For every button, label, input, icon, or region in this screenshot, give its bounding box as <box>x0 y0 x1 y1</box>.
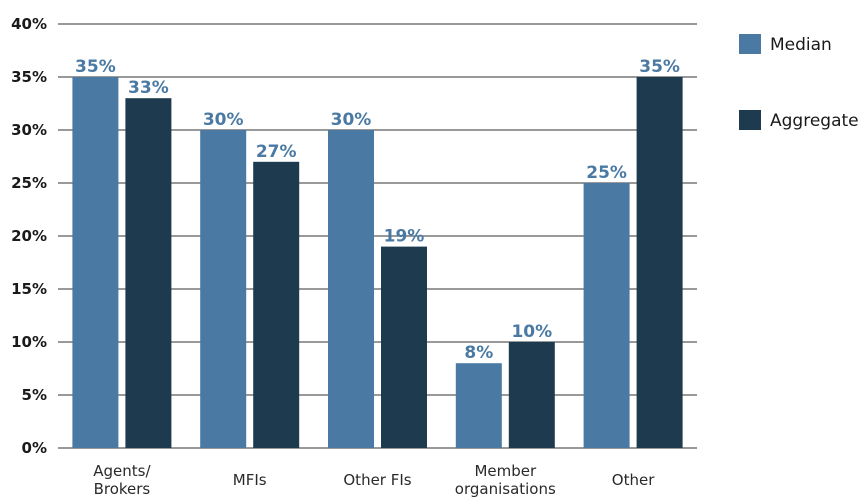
data-label-median-4: 25% <box>586 163 627 183</box>
bar-aggregate-4 <box>636 77 683 448</box>
data-label-median-0: 35% <box>75 57 116 77</box>
data-label-aggregate-0: 33% <box>128 78 169 98</box>
data-labels: 35% 33% 30% 27% 30% 19% 8% 10% 25% 35% <box>75 57 680 363</box>
x-tick-label: Other FIs <box>343 471 411 489</box>
y-tick-label: 20% <box>11 227 47 245</box>
legend-swatch-median <box>739 34 761 54</box>
bars <box>72 77 683 449</box>
data-label-median-1: 30% <box>203 110 244 130</box>
data-label-aggregate-3: 10% <box>511 322 552 342</box>
y-tick-label: 0% <box>22 439 47 457</box>
bar-median-1 <box>200 130 247 448</box>
legend-label-median: Median <box>770 35 832 55</box>
y-axis: 0% 5% 10% 15% 20% 25% 30% 35% 40% <box>11 15 47 457</box>
data-label-aggregate-4: 35% <box>639 57 680 77</box>
y-tick-label: 15% <box>11 280 47 298</box>
bar-median-0 <box>72 77 119 448</box>
legend-label-aggregate: Aggregate <box>770 111 859 131</box>
y-tick-label: 30% <box>11 121 47 139</box>
bar-aggregate-0 <box>125 98 172 448</box>
y-tick-label: 5% <box>22 386 47 404</box>
x-tick-label: Agents/Brokers <box>93 462 151 498</box>
bar-aggregate-2 <box>381 246 427 448</box>
y-tick-label: 40% <box>11 15 47 33</box>
bar-aggregate-3 <box>508 342 555 448</box>
y-tick-label: 10% <box>11 333 47 351</box>
data-label-median-2: 30% <box>331 110 372 130</box>
x-tick-label: Member organisations <box>455 462 556 498</box>
bar-median-2 <box>328 130 374 448</box>
legend-swatch-aggregate <box>739 110 761 130</box>
data-label-aggregate-1: 27% <box>256 142 297 162</box>
bar-median-3 <box>455 363 502 448</box>
bar-aggregate-1 <box>253 161 300 449</box>
x-tick-label: Other <box>612 471 655 489</box>
x-axis: Agents/Brokers MFIs Other FIs Member organis… <box>93 462 655 498</box>
x-tick-label: MFIs <box>233 471 267 489</box>
data-label-aggregate-2: 19% <box>384 227 425 247</box>
y-tick-label: 25% <box>11 174 47 192</box>
y-tick-label: 35% <box>11 68 47 86</box>
data-label-median-3: 8% <box>464 343 493 363</box>
bar-median-4 <box>583 183 630 448</box>
legend: Median Aggregate <box>739 34 859 131</box>
